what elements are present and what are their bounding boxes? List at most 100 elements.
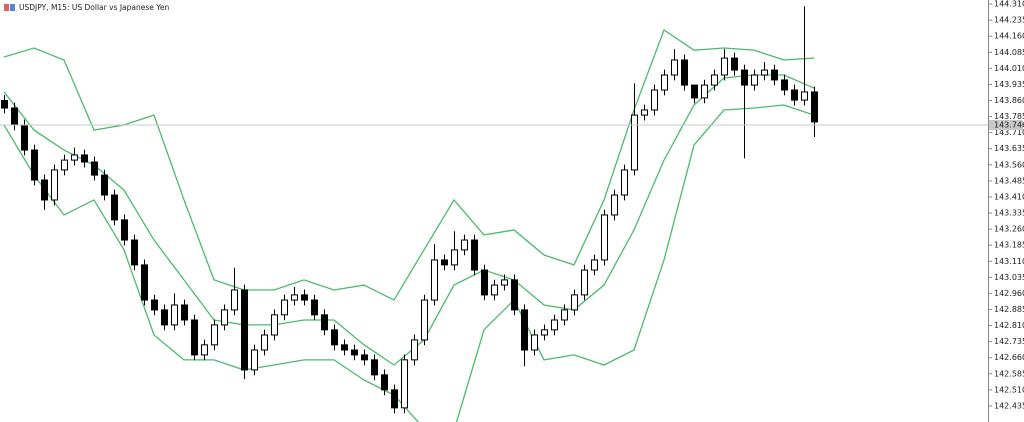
candle-body [481,269,488,296]
candle-body [431,259,438,301]
candle-body [101,174,108,196]
candle-body [391,389,398,409]
candle-body [721,57,728,76]
candle-body [761,69,768,76]
candle-body [571,294,578,311]
candle-body [601,214,608,261]
candle-body [581,269,588,296]
candle-body [651,89,658,111]
y-tick-label: 143.185 [994,241,1024,250]
candle-body [691,84,698,99]
y-tick-label: 143.035 [994,273,1024,282]
candle-body [441,259,448,266]
symbol-icon [4,4,15,11]
candle-body [681,59,688,86]
y-tick-label: 144.085 [994,48,1024,57]
y-tick-label: 142.660 [994,353,1024,362]
candle-body [191,319,198,356]
chart-title: USDJPY, M15: US Dollar vs Japanese Yen [19,3,169,12]
y-tick-label: 142.585 [994,369,1024,378]
y-tick-label: 144.010 [994,64,1024,73]
candle-body [661,74,668,91]
candle-body [701,84,708,99]
candle-body [51,169,58,201]
candle-body [711,74,718,86]
candle-body [461,239,468,251]
candle-body [201,344,208,356]
candle-body [181,304,188,321]
candle-body [251,349,258,371]
candle-body [611,194,618,216]
candle-body [521,309,528,351]
candle-body [121,219,128,241]
y-tick-label: 143.935 [994,80,1024,89]
candle-body [171,304,178,326]
candle-body [231,289,238,311]
y-tick-label: 142.960 [994,289,1024,298]
y-tick-label: 142.510 [994,385,1024,394]
candle-body [211,324,218,346]
candle-body [561,309,568,321]
candle-body [311,299,318,316]
y-tick-label: 144.160 [994,32,1024,41]
candle-body [381,374,388,391]
candle-body [411,339,418,361]
candle-body [811,91,818,123]
candle-body [471,239,478,271]
plot-area [1,6,818,422]
y-tick-label: 142.810 [994,321,1024,330]
current-price-label: 143.746 [994,120,1024,129]
candle-body [451,249,458,266]
candle-body [241,289,248,371]
y-tick-label: 143.560 [994,160,1024,169]
candle-body [301,294,308,301]
candle-body [801,91,808,101]
candle-body [31,149,38,181]
y-tick-label: 143.335 [994,209,1024,218]
current-price-box [989,119,1023,130]
candle-body [541,329,548,336]
candle-body [221,309,228,326]
candle-body [331,329,338,346]
candle-body [751,74,758,86]
candle-body [281,299,288,316]
candle-body [91,161,98,176]
candle-body [41,179,48,201]
bollinger-band [3,104,815,422]
candle-body [341,344,348,351]
y-tick-label: 144.235 [994,16,1024,25]
candle-body [591,259,598,271]
candle-body [81,154,88,163]
y-tick-label: 143.785 [994,112,1024,121]
bollinger-band [3,29,815,301]
candle-body [531,334,538,351]
candle-body [361,354,368,361]
y-tick-label: 142.435 [994,401,1024,410]
candle-body [161,309,168,326]
candle-body [511,279,518,311]
candle-body [261,334,268,351]
y-tick-label: 143.410 [994,192,1024,201]
candle-body [401,359,408,409]
candle-body [11,107,18,126]
candle-body [291,294,298,301]
y-tick-label: 143.635 [994,144,1024,153]
candle-body [371,359,378,376]
candle-body [671,59,678,76]
candle-body [141,264,148,301]
candle-body [1,100,8,109]
candle-body [731,57,738,71]
y-tick-label: 142.735 [994,337,1024,346]
candle-body [621,169,628,196]
y-tick-label: 143.485 [994,176,1024,185]
y-tick-label: 142.885 [994,305,1024,314]
candle-body [71,154,78,161]
candle-body [781,79,788,91]
candle-body [151,299,158,311]
candle-body [321,314,328,331]
candle-body [111,194,118,221]
candle-body [491,284,498,296]
y-tick-label: 143.710 [994,128,1024,137]
candle-body [551,319,558,331]
y-tick-label: 143.860 [994,96,1024,105]
